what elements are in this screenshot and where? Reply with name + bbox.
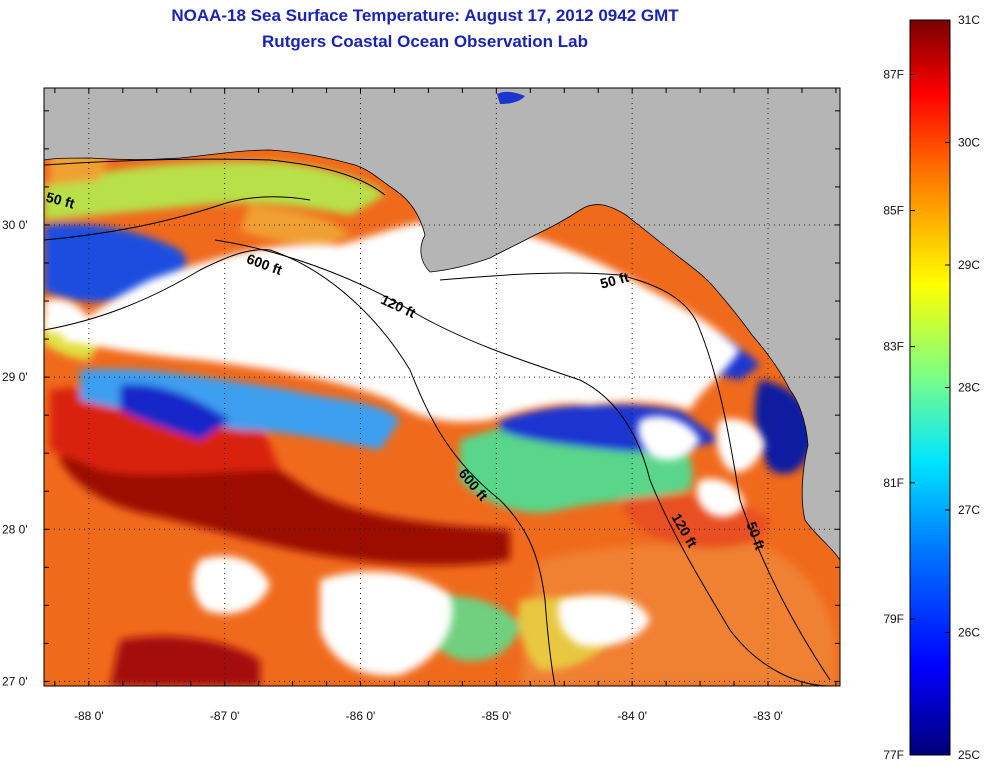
colorbar-fahrenheit-label: 79F	[883, 612, 904, 626]
colorbar-fahrenheit-label: 87F	[883, 67, 904, 81]
contour-120ft-west	[44, 196, 311, 241]
colorbar-celsius-label: 26C	[958, 626, 980, 640]
colorbar-fahrenheit-label: 77F	[883, 748, 904, 762]
colorbar-celsius-label: 27C	[958, 503, 980, 517]
colorbar-celsius-label: 30C	[958, 136, 980, 150]
cloud-east-2	[716, 418, 765, 473]
colorbar-celsius-label: 31C	[958, 13, 980, 27]
cloud-east-3	[696, 478, 745, 517]
y-tick-label: 27 0'	[2, 674, 28, 688]
cloud-shelf-region	[60, 219, 740, 422]
contour-label-50ft-east: 50 ft	[598, 269, 630, 292]
contour-label-50ft-west: 50 ft	[44, 189, 76, 212]
colorbar-fahrenheit-labels: 87F 85F 83F 81F 79F 77F	[883, 67, 915, 762]
x-tick-label: -88 0'	[74, 709, 104, 723]
map-title: NOAA-18 Sea Surface Temperature: August …	[171, 6, 679, 25]
x-tick-label: -84 0'	[617, 709, 647, 723]
cloud-south-1	[193, 556, 270, 614]
x-tick-label: -83 0'	[753, 709, 783, 723]
map-subtitle: Rutgers Coastal Ocean Observation Lab	[262, 32, 588, 51]
y-tick-labels: 30 0' 29 0' 28 0' 27 0'	[2, 218, 28, 688]
cloud-west-1	[44, 299, 90, 335]
lake-feature	[497, 91, 525, 104]
sst-dark-red-south	[110, 636, 260, 686]
y-tick-label: 30 0'	[2, 218, 28, 232]
cloud-east-1	[638, 416, 700, 460]
contour-120ft	[214, 239, 831, 686]
cloud-se-1	[558, 595, 650, 647]
sst-orange-north	[240, 205, 350, 248]
colorbar-fahrenheit-label: 85F	[883, 204, 904, 218]
colorbar-celsius-label: 29C	[958, 258, 980, 272]
x-tick-labels: -88 0' -87 0' -86 0' -85 0' -84 0' -83 0'	[74, 709, 783, 723]
cloud-south-2	[320, 571, 453, 676]
x-tick-label: -87 0'	[210, 709, 240, 723]
colorbar	[909, 19, 951, 756]
land-panhandle-florida	[44, 88, 840, 561]
x-tick-label: -85 0'	[482, 709, 512, 723]
colorbar-celsius-label: 28C	[958, 381, 980, 395]
x-tick-label: -86 0'	[346, 709, 376, 723]
y-tick-label: 29 0'	[2, 370, 28, 384]
contour-50ft-west	[44, 158, 386, 196]
contour-600ft	[44, 249, 556, 686]
contour-50ft-east	[439, 272, 831, 681]
sst-yellow-north	[44, 161, 385, 220]
sst-blue-mid	[120, 384, 230, 440]
map-frame	[43, 87, 841, 687]
colorbar-celsius-labels: 31C 30C 29C 28C 27C 26C 25C	[945, 13, 980, 762]
colorbar-fahrenheit-label: 81F	[883, 476, 904, 490]
colorbar-celsius-label: 25C	[958, 748, 980, 762]
colorbar-fahrenheit-label: 83F	[883, 340, 904, 354]
y-tick-label: 28 0'	[2, 522, 28, 536]
lat-lon-grid	[44, 88, 840, 686]
